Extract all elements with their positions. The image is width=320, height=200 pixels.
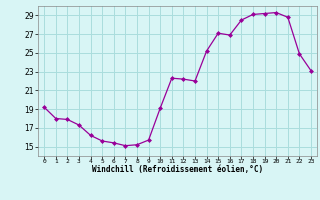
X-axis label: Windchill (Refroidissement éolien,°C): Windchill (Refroidissement éolien,°C) xyxy=(92,165,263,174)
